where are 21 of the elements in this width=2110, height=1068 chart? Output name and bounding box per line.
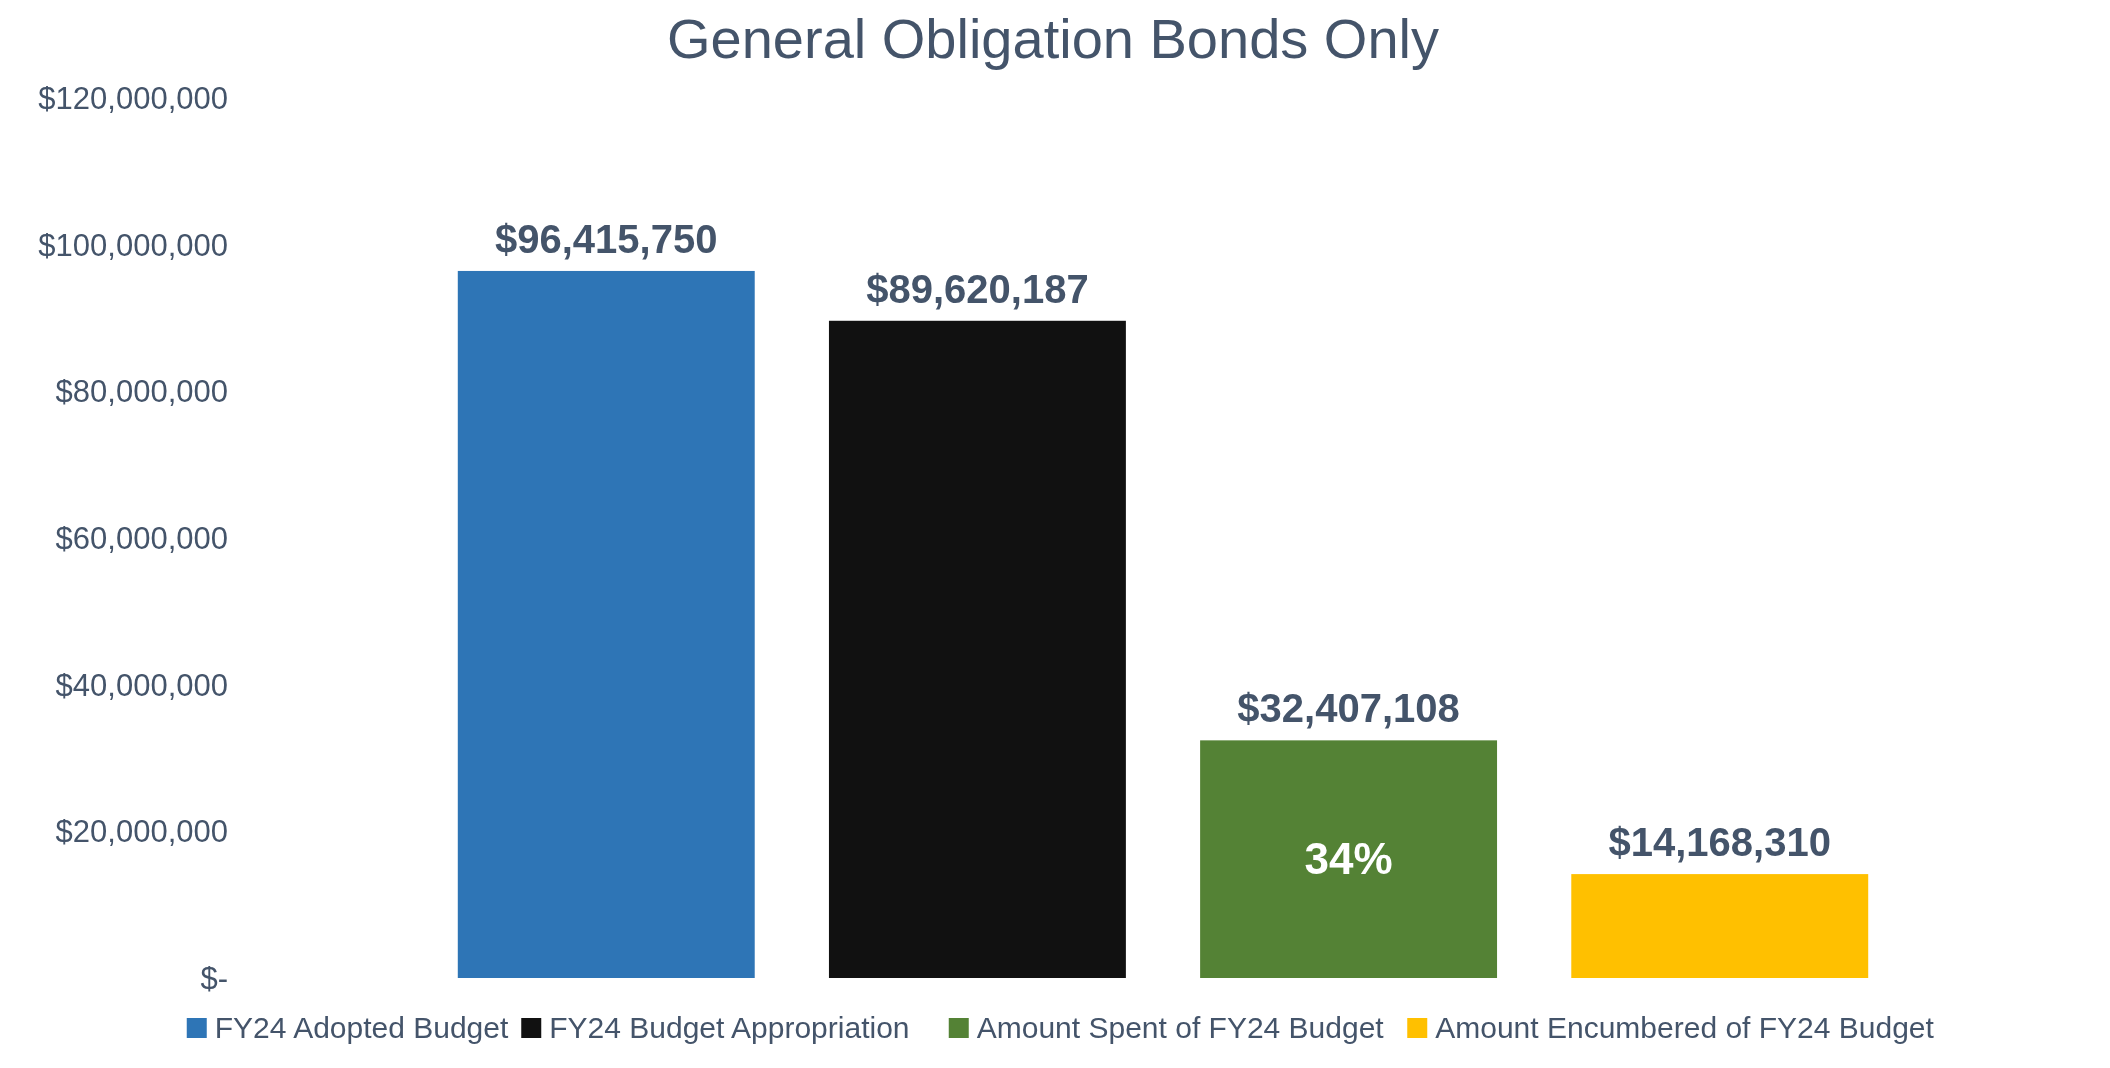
bar (457, 270, 755, 978)
text: $89,620,187 (866, 266, 1089, 311)
legend-label: Amount Spent of FY24 Budget (976, 1011, 1385, 1044)
bar (1200, 740, 1498, 978)
y-tick-label: $40,000,000 (55, 667, 228, 703)
y-tick-label: $120,000,000 (38, 80, 228, 116)
text: $32,407,108 (1237, 686, 1460, 731)
y-tick-label: $80,000,000 (55, 374, 228, 410)
legend-label: FY24 Adopted Budget (214, 1011, 509, 1044)
y-tick-label: $- (200, 960, 228, 996)
y-tick-label: $60,000,000 (55, 520, 228, 556)
y-tick-label: $100,000,000 (38, 227, 228, 263)
legend-label: Amount Encumbered of FY24 Budget (1435, 1011, 1935, 1044)
bar (828, 320, 1126, 978)
chart-title: General Obligation Bonds Only (667, 7, 1439, 70)
y-tick-label: $20,000,000 (55, 814, 228, 850)
text: $96,415,750 (495, 216, 718, 261)
bar (1571, 874, 1869, 978)
annotation: 34% (1304, 834, 1393, 884)
text: $14,168,310 (1608, 820, 1831, 865)
legend-label: FY24 Budget Appropriation (549, 1011, 910, 1044)
